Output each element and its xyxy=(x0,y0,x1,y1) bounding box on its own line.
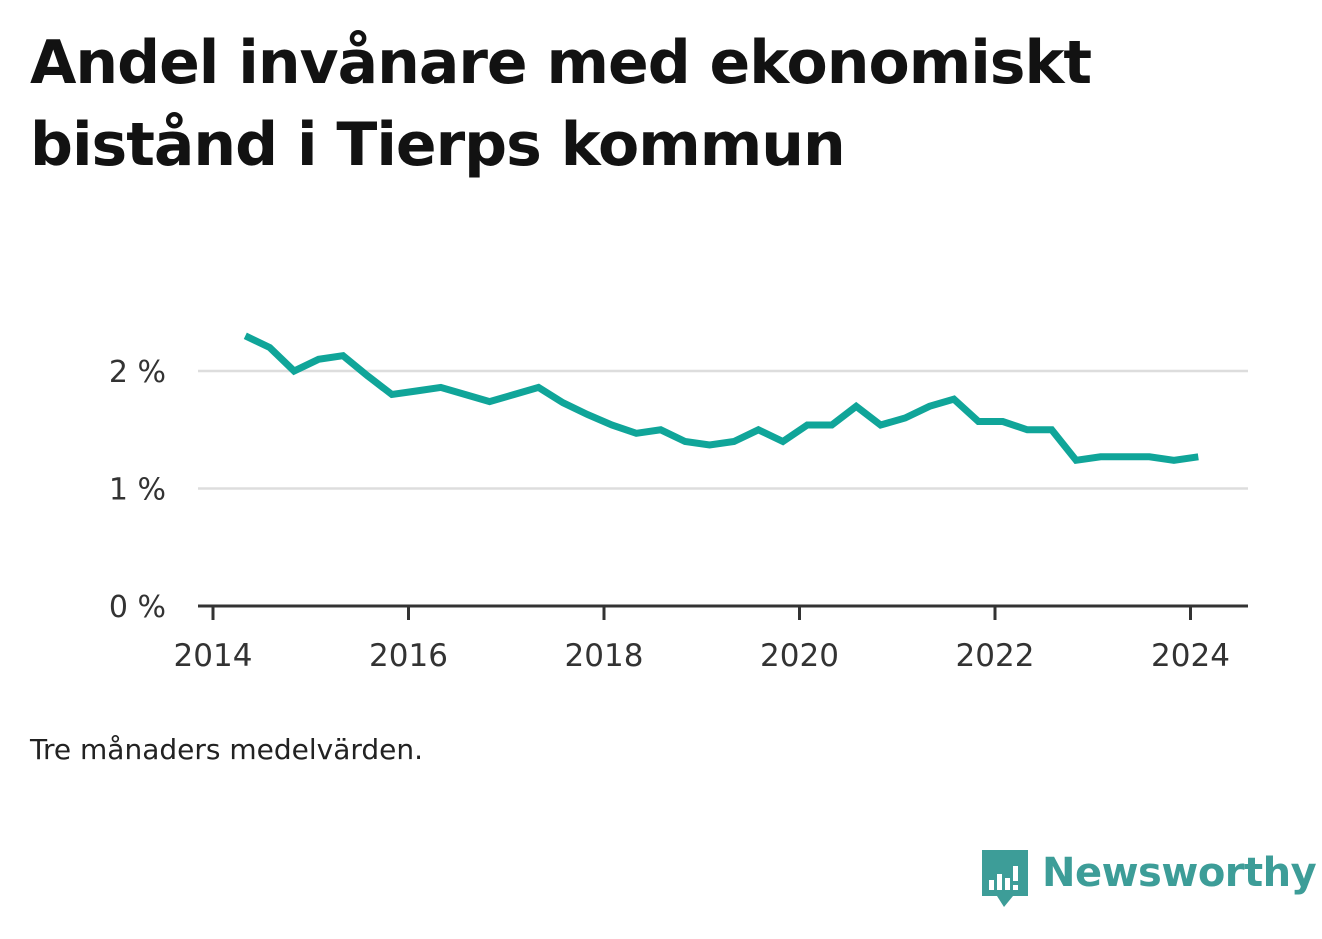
x-tick-label: 2020 xyxy=(760,638,839,674)
chart-title: Andel invånare med ekonomiskt bistånd i … xyxy=(30,28,1092,180)
newsworthy-logo-icon xyxy=(982,850,1028,907)
y-tick-label: 1 % xyxy=(109,473,166,508)
series-line xyxy=(243,332,1199,465)
data-series xyxy=(243,332,1199,465)
y-axis-labels: 0 % 1 % 2 % xyxy=(109,355,166,625)
x-tick-label: 2018 xyxy=(565,638,644,674)
x-tick-label: 2014 xyxy=(174,638,253,674)
x-axis: 2014 2016 2018 2020 2022 2024 xyxy=(174,604,1248,674)
x-tick-label: 2022 xyxy=(956,638,1035,674)
brand-name: Newsworthy xyxy=(1042,850,1317,896)
y-tick-label: 2 % xyxy=(109,355,166,390)
x-tick-label: 2016 xyxy=(369,638,448,674)
brand-logo[interactable]: Newsworthy xyxy=(980,848,1317,910)
y-tick-label: 0 % xyxy=(109,590,166,625)
gridlines xyxy=(198,369,1248,490)
x-tick-label: 2024 xyxy=(1151,638,1230,674)
chart-note: Tre månaders medelvärden. xyxy=(30,733,424,766)
